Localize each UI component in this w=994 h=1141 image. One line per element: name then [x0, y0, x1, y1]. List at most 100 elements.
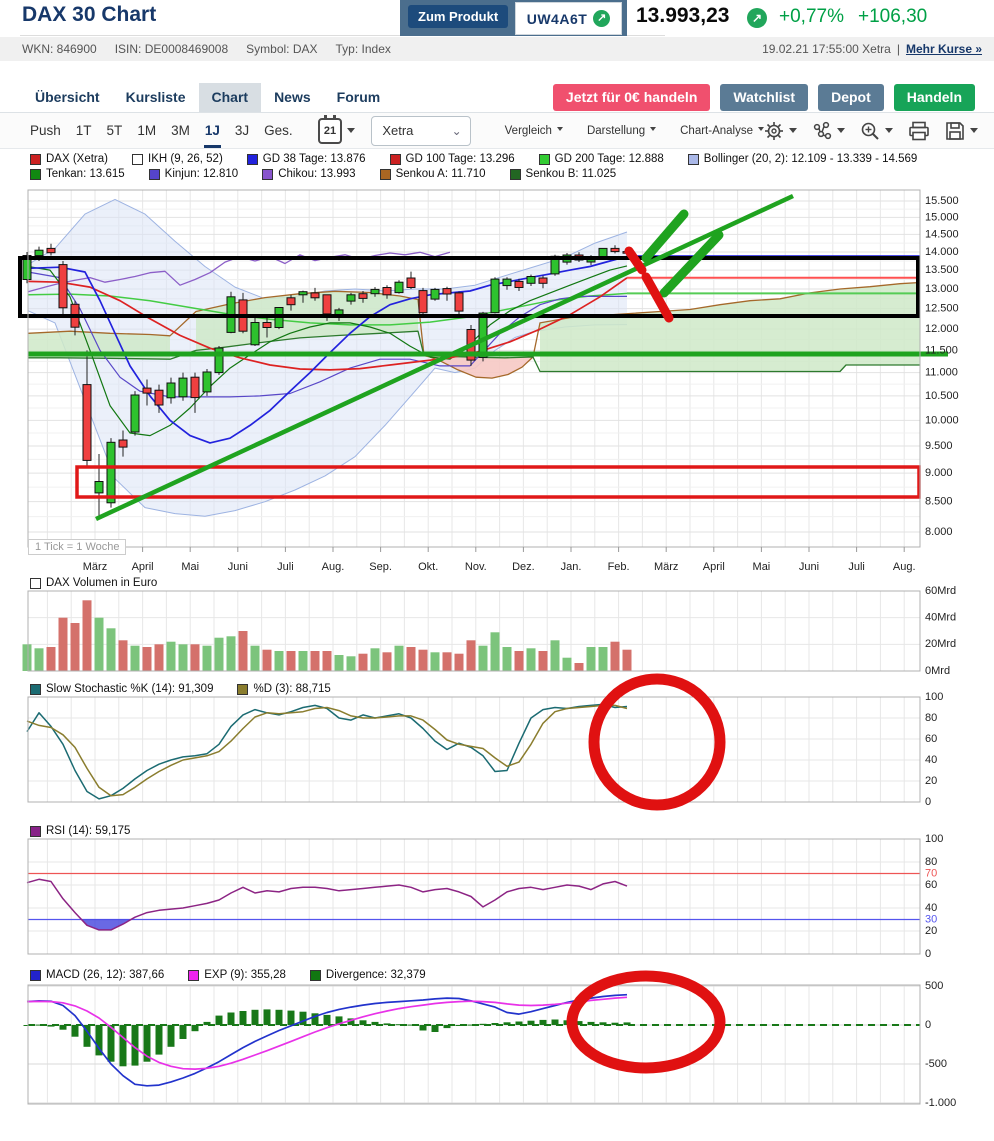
svg-text:10.000: 10.000: [925, 414, 959, 426]
range-5t[interactable]: 5T: [106, 123, 123, 138]
svg-text:Sep.: Sep.: [369, 561, 392, 573]
svg-text:9.000: 9.000: [925, 467, 953, 479]
svg-text:11.000: 11.000: [925, 367, 958, 379]
legend-swatch: [687, 153, 699, 165]
zum-produkt-button[interactable]: Zum Produkt: [408, 5, 509, 28]
svg-text:-500: -500: [925, 1058, 947, 1070]
svg-text:11.500: 11.500: [925, 344, 958, 356]
svg-text:Aug.: Aug.: [893, 561, 916, 573]
isin-label: ISIN: DE0008469008: [114, 42, 229, 56]
range-1j[interactable]: 1J: [203, 123, 221, 148]
legend-swatch: [30, 825, 41, 837]
svg-text:Dez.: Dez.: [512, 561, 535, 573]
chart-toolbar: Push 1T 5T 1M 3M 1J 3J Ges. 21 Xetra ⌄ V…: [0, 112, 994, 149]
svg-text:Jan.: Jan.: [561, 561, 582, 573]
svg-text:20: 20: [925, 775, 937, 787]
svg-text:12.000: 12.000: [925, 323, 959, 335]
title-divider: [20, 35, 665, 36]
svg-text:60: 60: [925, 733, 937, 745]
calendar-caret-icon[interactable]: [347, 128, 356, 137]
legend-swatch: [148, 168, 160, 180]
handeln-button[interactable]: Handeln: [893, 84, 975, 111]
range-1m[interactable]: 1M: [137, 123, 157, 138]
svg-text:0Mrd: 0Mrd: [925, 665, 950, 677]
legend-swatch: [389, 153, 401, 165]
legend-label: IKH (9, 26, 52): [148, 153, 223, 165]
legend-swatch: [538, 153, 550, 165]
svg-text:Juli: Juli: [848, 561, 865, 573]
legend-swatch: [30, 168, 41, 180]
svg-text:Aug.: Aug.: [322, 561, 345, 573]
svg-text:100: 100: [925, 691, 943, 703]
legend-swatch: [188, 969, 200, 981]
svg-text:70: 70: [925, 867, 937, 879]
legend-swatch: [379, 168, 391, 180]
range-3j[interactable]: 3J: [234, 123, 250, 138]
legend-swatch: [132, 153, 143, 165]
arrow-up-right-icon: ↗: [593, 10, 611, 27]
tab-chart[interactable]: Chart: [198, 83, 262, 118]
svg-text:80: 80: [925, 712, 937, 724]
legend-label: DAX (Xetra): [46, 153, 108, 165]
legend-label: Chikou: 13.993: [278, 168, 356, 180]
product-code-box[interactable]: UW4A6T ↗: [515, 2, 622, 35]
svg-text:April: April: [132, 561, 154, 573]
svg-text:13.000: 13.000: [925, 283, 959, 295]
trend-up-icon: ↗: [747, 8, 767, 28]
svg-text:Mai: Mai: [181, 561, 199, 573]
chart-analyse-menu[interactable]: Chart-Analyse: [680, 125, 764, 137]
tab-kursliste[interactable]: Kursliste: [125, 89, 186, 105]
tab-forum[interactable]: Forum: [336, 89, 381, 105]
svg-text:80: 80: [925, 856, 937, 868]
legend-label: Slow Stochastic %K (14): 91,309: [46, 683, 214, 695]
svg-text:März: März: [83, 561, 107, 573]
svg-text:14.500: 14.500: [925, 228, 959, 240]
svg-text:Nov.: Nov.: [465, 561, 487, 573]
tab-uebersicht[interactable]: Übersicht: [35, 89, 100, 105]
legend-label: Bollinger (20, 2): 12.109 - 13.339 - 14.…: [703, 153, 918, 165]
exchange-value: Xetra: [382, 123, 414, 138]
range-3m[interactable]: 3M: [171, 123, 190, 138]
vergleich-menu[interactable]: Vergleich: [505, 125, 563, 137]
depot-button[interactable]: Depot: [818, 84, 884, 111]
gear-icon[interactable]: [764, 121, 797, 141]
legend-label: MACD (26, 12): 387,66: [46, 969, 165, 981]
mehr-kurse-link[interactable]: Mehr Kurse »: [905, 42, 982, 56]
range-ges[interactable]: Ges.: [264, 123, 293, 138]
wkn-label: WKN: 846900: [22, 42, 97, 56]
darstellung-menu[interactable]: Darstellung: [587, 125, 657, 137]
print-icon[interactable]: [908, 121, 930, 141]
symbol-label: Symbol: DAX: [246, 42, 318, 56]
range-1t[interactable]: 1T: [75, 123, 92, 138]
svg-text:April: April: [703, 561, 725, 573]
legend-swatch: [262, 168, 274, 180]
cta-trade-button[interactable]: Jetzt für 0€ handeln: [552, 84, 711, 111]
zoom-in-icon[interactable]: [860, 121, 893, 141]
svg-text:100: 100: [925, 833, 943, 845]
legend-swatch: [30, 577, 41, 589]
calendar-icon[interactable]: 21: [317, 114, 343, 144]
svg-text:März: März: [654, 561, 678, 573]
legend-swatch: [509, 168, 521, 180]
divider: |: [896, 42, 900, 56]
svg-text:Mai: Mai: [753, 561, 771, 573]
svg-text:8.000: 8.000: [925, 526, 953, 538]
svg-text:0: 0: [925, 1019, 931, 1031]
product-box: Zum Produkt UW4A6T ↗: [400, 0, 627, 36]
svg-text:20: 20: [925, 925, 937, 937]
svg-text:14.000: 14.000: [925, 246, 959, 258]
tab-news[interactable]: News: [274, 89, 311, 105]
svg-text:60Mrd: 60Mrd: [925, 585, 956, 597]
share-nodes-icon[interactable]: [812, 121, 845, 141]
range-push[interactable]: Push: [30, 123, 61, 138]
macd-legend: MACD (26, 12): 387,66 EXP (9): 355,28 Di…: [30, 969, 426, 981]
product-code: UW4A6T: [526, 10, 588, 27]
tick-footnote: 1 Tick = 1 Woche: [28, 539, 127, 555]
svg-text:8.500: 8.500: [925, 496, 953, 508]
exchange-select[interactable]: Xetra ⌄: [371, 115, 471, 146]
watchlist-button[interactable]: Watchlist: [720, 84, 809, 111]
save-icon[interactable]: [945, 121, 978, 141]
volume-legend: DAX Volumen in Euro: [30, 577, 157, 589]
